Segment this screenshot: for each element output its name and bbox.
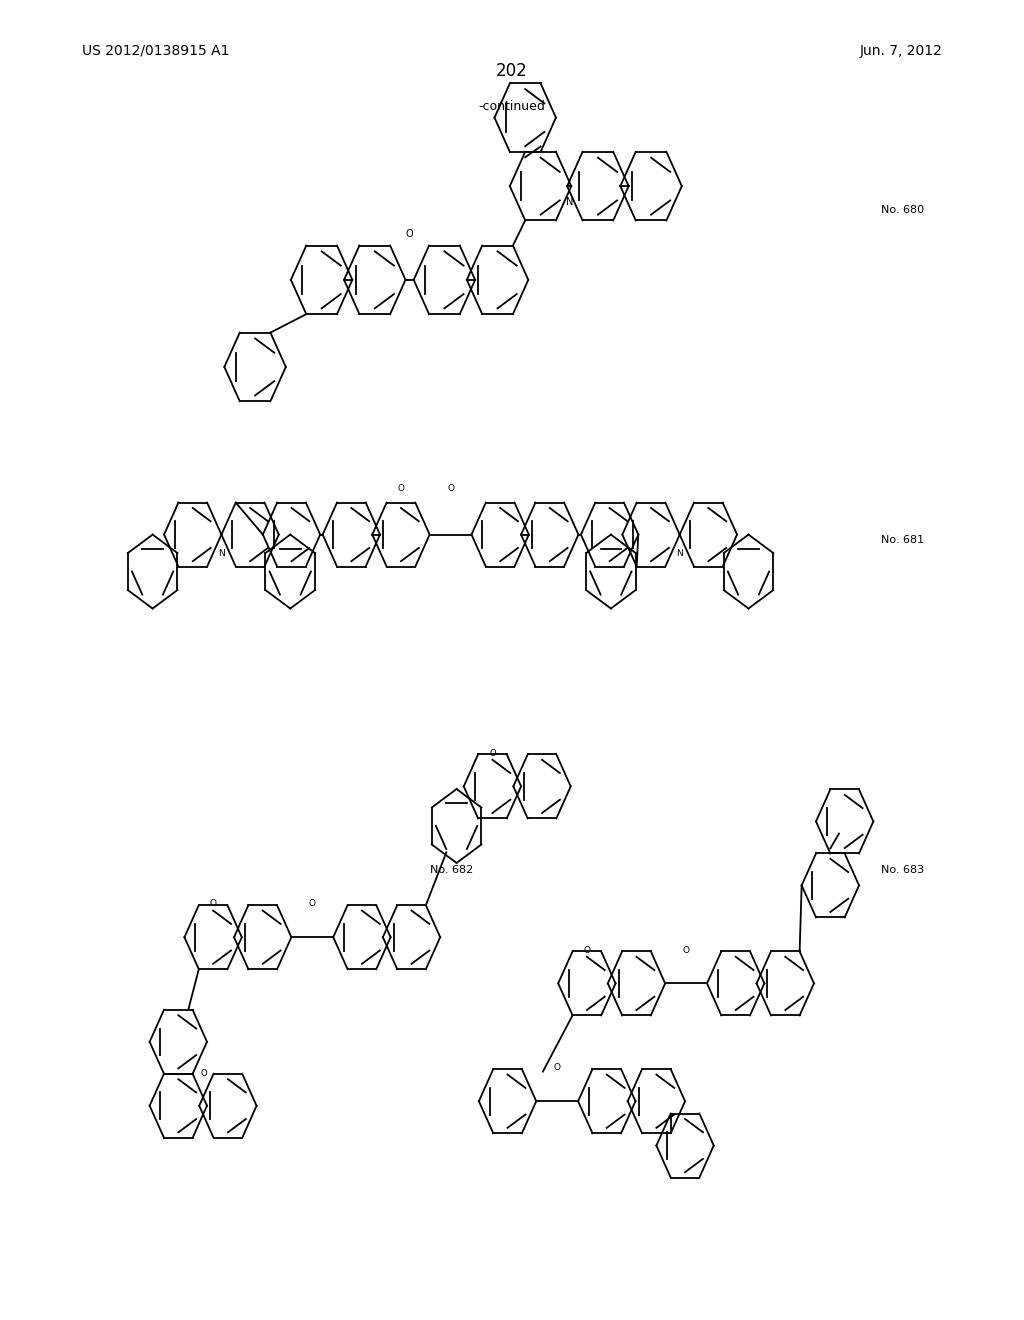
- Text: O: O: [683, 945, 689, 954]
- Text: O: O: [584, 945, 591, 954]
- Text: Jun. 7, 2012: Jun. 7, 2012: [859, 44, 942, 58]
- Text: No. 682: No. 682: [430, 865, 473, 875]
- Text: O: O: [210, 899, 217, 908]
- Text: O: O: [554, 1064, 561, 1072]
- Text: No. 681: No. 681: [881, 535, 924, 545]
- Text: No. 680: No. 680: [881, 205, 924, 215]
- Text: O: O: [397, 484, 404, 492]
- Text: O: O: [309, 899, 315, 908]
- Text: O: O: [447, 484, 454, 492]
- Text: US 2012/0138915 A1: US 2012/0138915 A1: [82, 44, 229, 58]
- Text: No. 683: No. 683: [881, 865, 924, 875]
- Text: O: O: [201, 1069, 208, 1078]
- Text: N: N: [218, 549, 225, 557]
- Text: 202: 202: [496, 62, 528, 81]
- Text: N: N: [565, 197, 573, 207]
- Text: N: N: [676, 549, 683, 557]
- Text: -continued: -continued: [478, 100, 546, 114]
- Text: O: O: [489, 748, 496, 758]
- Text: O: O: [406, 228, 414, 239]
